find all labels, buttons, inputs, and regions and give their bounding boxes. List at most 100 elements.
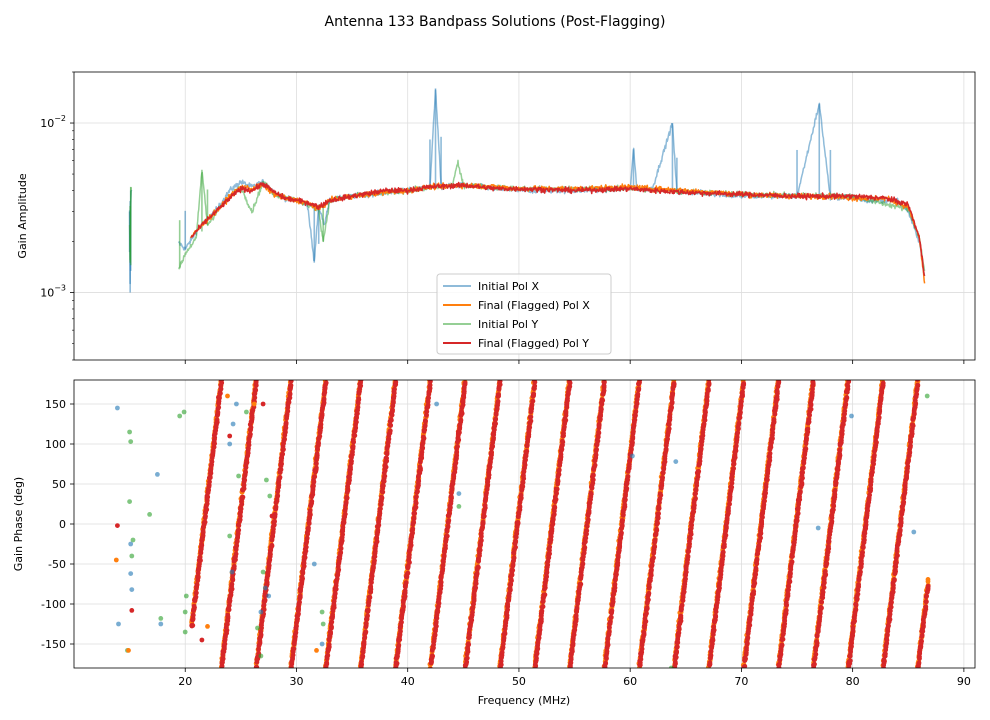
phase-point-final-y: [249, 415, 255, 420]
phase-point-final-y: [205, 494, 211, 500]
phase-point-final-y: [383, 455, 389, 461]
phase-point-final-y: [365, 607, 371, 613]
phase-point-final-y: [374, 536, 380, 541]
phase-point-final-y: [394, 661, 400, 666]
phase-point-final-y: [314, 461, 319, 466]
phase-point-final-y: [343, 500, 349, 505]
phase-point-final-y: [283, 420, 289, 426]
phase-point-final-y: [383, 464, 389, 470]
phase-point-final-y: [261, 607, 267, 612]
phase-point-final-y: [430, 653, 435, 659]
phase-point-final-y: [358, 380, 364, 383]
phase-point-final-y: [407, 552, 412, 558]
phase-point-final-y: [278, 467, 284, 472]
phase-point-final-y: [203, 513, 208, 519]
phase-point-final-y: [238, 506, 244, 512]
phase-point-final-y: [325, 653, 331, 658]
phase-point-final-y: [401, 603, 406, 609]
phase-point-final-y: [330, 612, 335, 618]
phase-point-final-y: [452, 465, 458, 471]
phase-point-final-y: [360, 653, 365, 659]
phase-point-final-y: [236, 527, 242, 533]
phase-point-final-y: [402, 588, 408, 594]
phase-point-final-y: [300, 576, 305, 581]
phase-point-final-y: [258, 629, 264, 635]
phase-point-final-y: [303, 544, 309, 550]
phase-point-final-y: [363, 629, 369, 635]
amplitude-line-final-flagged-pol-y: [190, 181, 926, 277]
phase-point-final-y: [446, 518, 452, 523]
phase-point-final-y: [443, 543, 448, 548]
phase-point-final-y: [226, 607, 232, 613]
phase-point-final-y: [457, 430, 462, 435]
amplitude-data: [128, 88, 926, 293]
phase-point-final-y: [461, 395, 467, 400]
phase-data: [113, 380, 931, 668]
phase-point-final-y: [422, 424, 428, 429]
phase-point-final-y: [455, 444, 460, 449]
phase-point-final-y: [363, 620, 369, 626]
phase-point-final-y: [375, 528, 381, 533]
phase-point-final-y: [393, 380, 399, 385]
phase-point-final-y: [321, 396, 327, 402]
phase-point-final-y: [327, 629, 333, 635]
phase-point-final-y: [234, 543, 240, 548]
phase-point-final-y: [248, 431, 253, 437]
phase-point-final-y: [420, 445, 426, 451]
phase-point-final-y: [362, 634, 368, 640]
phase-point-final-y: [333, 586, 339, 592]
phase-point-final-y: [359, 659, 364, 665]
phase-point-final-y: [459, 409, 464, 415]
phase-point-final-y: [223, 634, 228, 640]
phase-point-final-y: [197, 561, 202, 567]
phase-point-final-y: [444, 533, 450, 539]
phase-point-final-y: [253, 387, 258, 392]
phase-point-final-y: [318, 422, 324, 427]
amplitude-ylabel: Gain Amplitude: [16, 173, 29, 258]
amplitude-axes-frame: [73, 71, 976, 361]
phase-point-final-y: [343, 506, 348, 512]
legend-label: Initial Pol X: [478, 280, 539, 293]
phase-point-final-y: [204, 507, 210, 512]
phase-point-final-y: [413, 504, 419, 510]
phase-point-final-y: [428, 380, 433, 384]
phase-point-final-y: [317, 433, 323, 439]
phase-point-final-y: [282, 436, 287, 442]
phase-point-final-y: [297, 599, 302, 605]
phase-point-final-y: [340, 525, 346, 530]
phase-point-final-y: [413, 499, 419, 505]
phase-point-final-y: [458, 417, 464, 423]
phase-point-final-y: [272, 519, 277, 524]
phase-point-final-y: [438, 579, 444, 585]
phase-point-final-y: [190, 612, 196, 618]
phase-point-final-y: [410, 527, 415, 533]
phase-point-final-y: [405, 570, 411, 576]
phase-point-final-y: [348, 458, 354, 464]
phase-point-final-y: [285, 408, 291, 414]
phase-point-final-y: [454, 449, 460, 455]
phase-point-final-y: [190, 617, 196, 622]
phase-point-final-y: [293, 630, 299, 635]
phase-point-final-y: [207, 479, 212, 485]
phase-point-final-y: [273, 504, 279, 510]
phase-point-final-y: [217, 391, 223, 396]
phase-point-final-y: [390, 407, 395, 413]
phase-point-final-y: [412, 511, 418, 516]
phase-point-final-y: [261, 602, 267, 608]
phase-point-final-y: [279, 461, 284, 467]
phase-point-final-y: [400, 608, 406, 614]
phase-point-final-y: [294, 623, 299, 629]
phase-point-final-y: [218, 386, 224, 391]
legend-label: Initial Pol Y: [478, 318, 538, 331]
phase-point-final-y: [367, 595, 373, 600]
phase-point-final-y: [216, 405, 222, 410]
phase-point-final-y: [424, 409, 430, 414]
phase-point-final-y: [425, 402, 431, 408]
phase-point-final-y: [309, 499, 315, 504]
phase-point-final-y: [448, 494, 454, 499]
phase-point-final-y: [450, 481, 456, 487]
phase-point-final-y: [307, 508, 313, 513]
